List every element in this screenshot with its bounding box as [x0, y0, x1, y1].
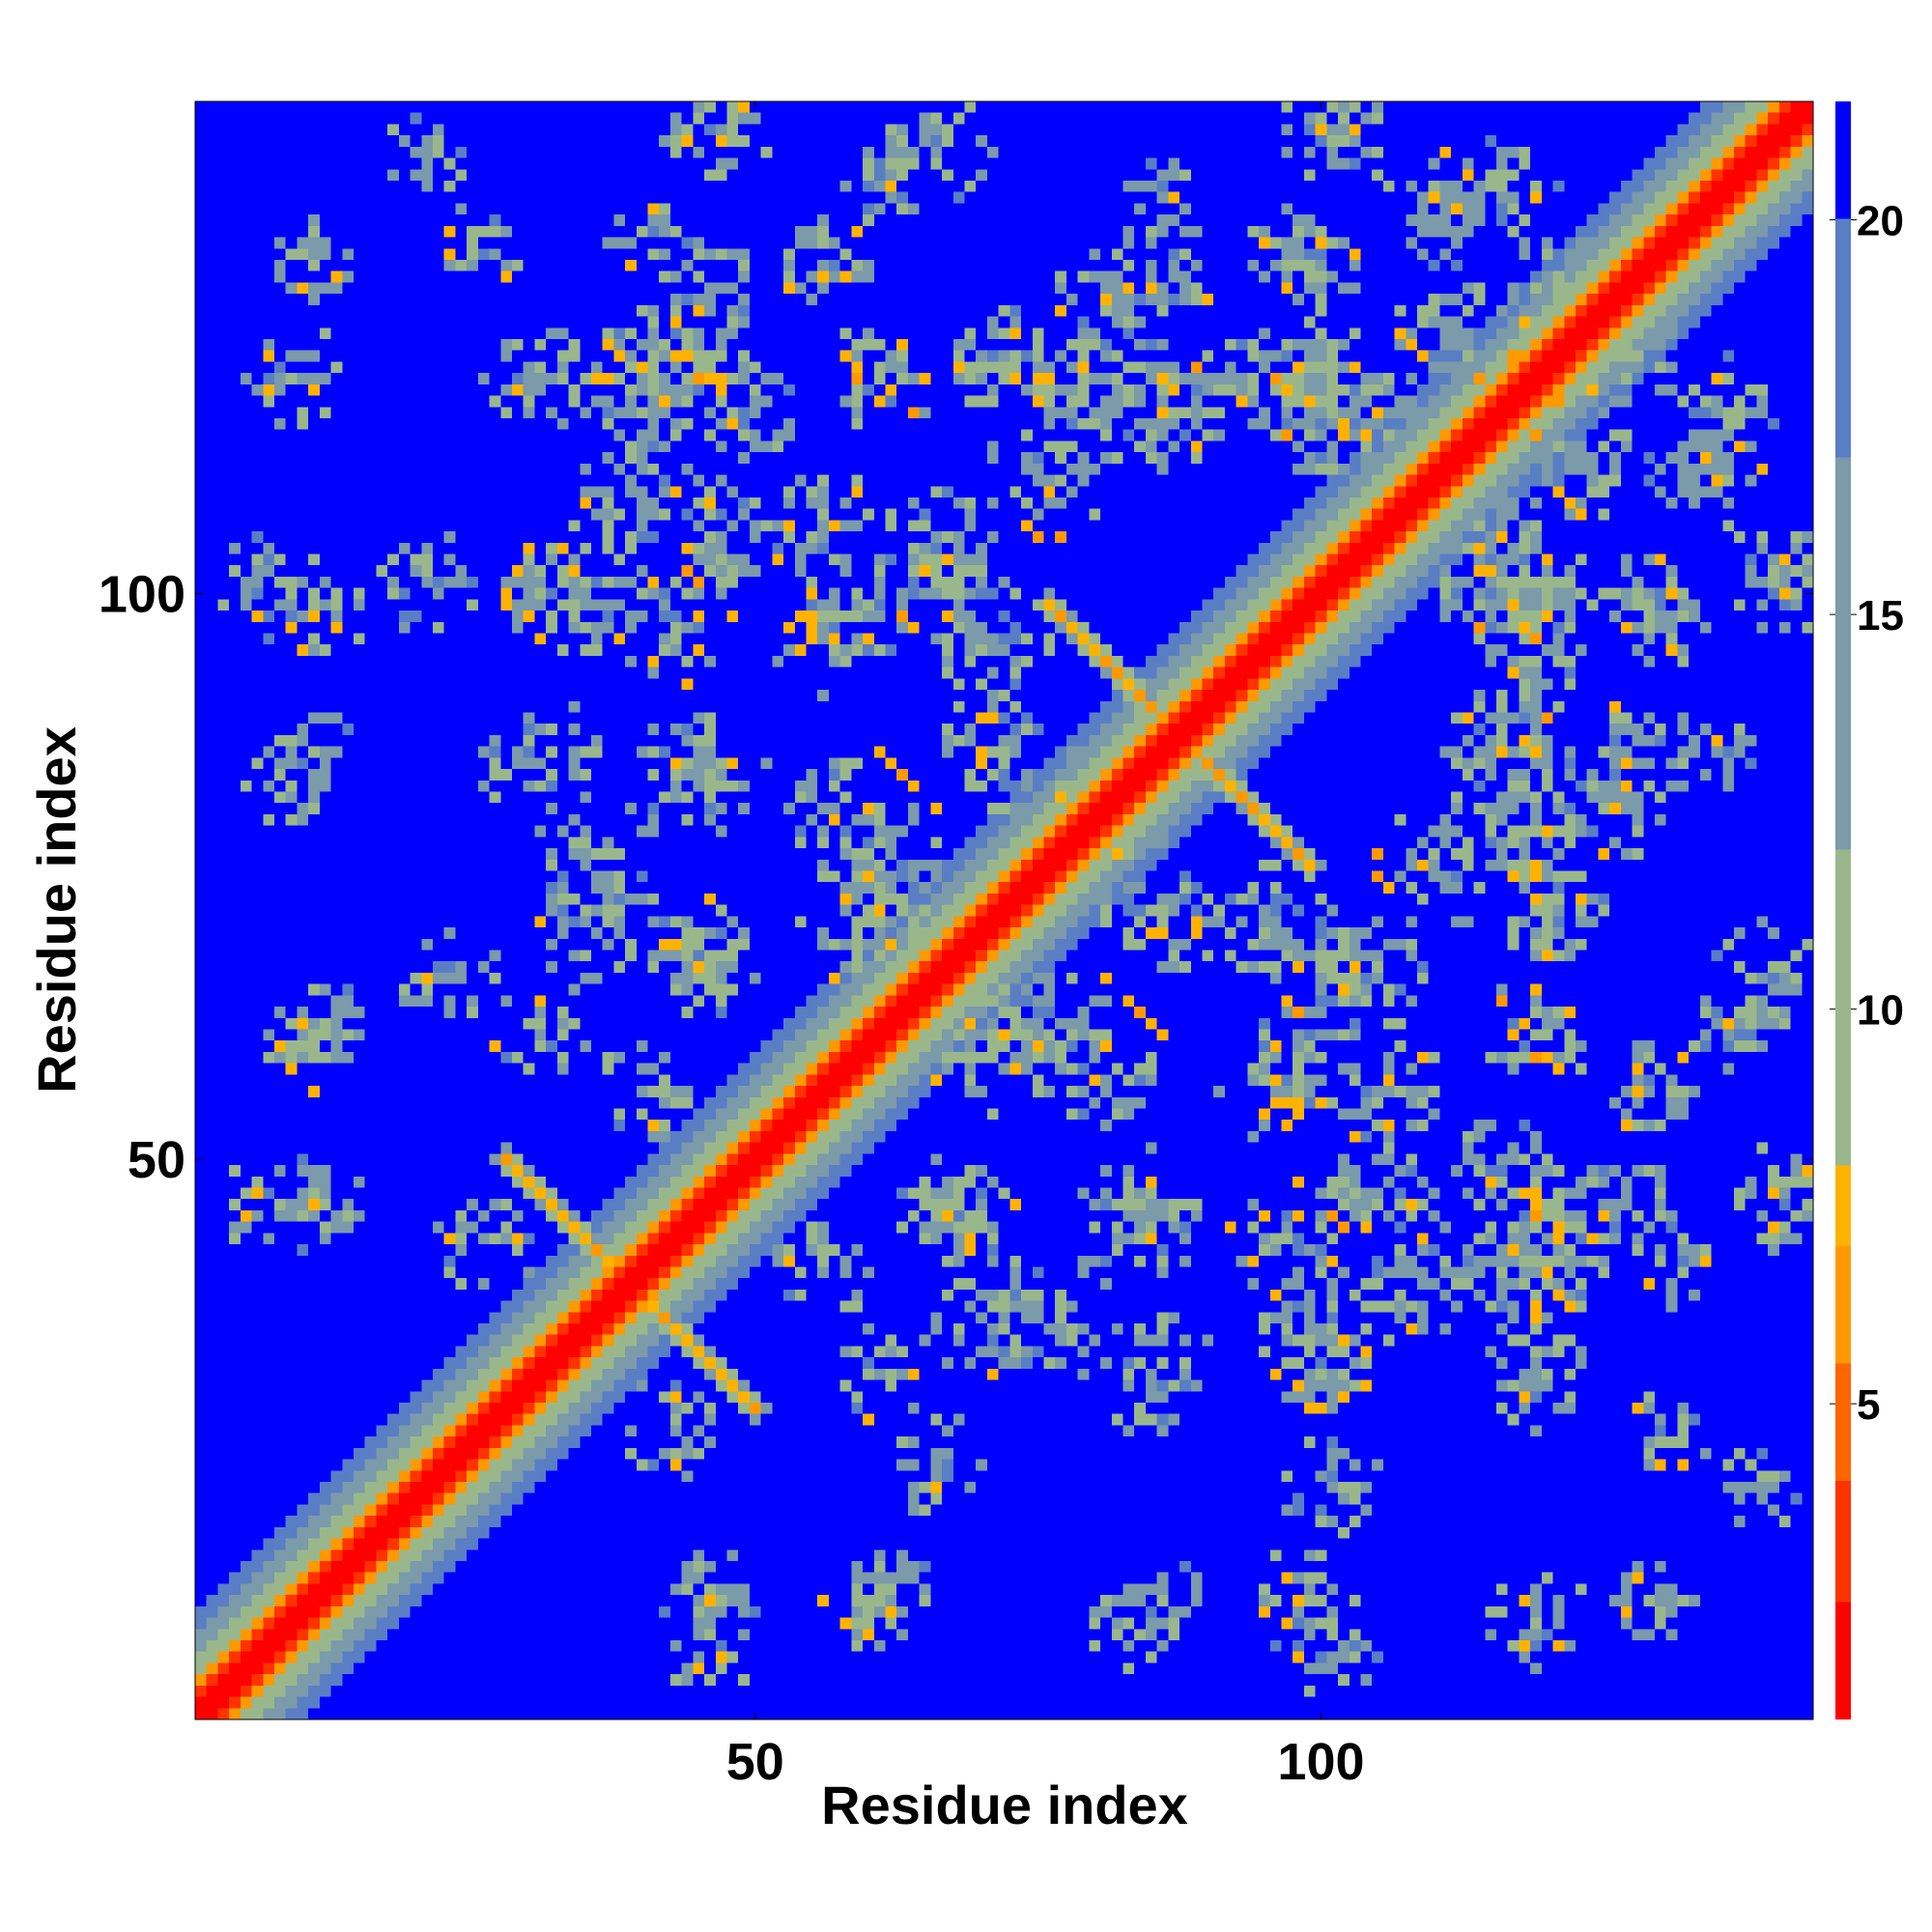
- plot-frame: [194, 100, 1814, 1720]
- x-axis: 50 100: [726, 101, 1365, 1791]
- y-axis: 50 100: [99, 566, 1813, 1189]
- x-axis-label: Residue index: [821, 1775, 1188, 1835]
- x-tick-label: 50: [726, 1733, 784, 1791]
- plot-border: [194, 100, 1814, 1720]
- colorbar-tick-label: 15: [1857, 592, 1904, 639]
- y-axis-label: Residue index: [26, 726, 87, 1094]
- colorbar-tick-label: 20: [1857, 198, 1904, 245]
- colorbar: [1835, 101, 1851, 1719]
- colorbar-tick-label: 5: [1857, 1381, 1880, 1429]
- y-tick-label: 50: [128, 1131, 185, 1189]
- colorbar-tick-label: 10: [1857, 987, 1904, 1035]
- y-tick-label: 100: [99, 566, 185, 624]
- colorbar-axis: 5 10 15 20: [1830, 198, 1904, 1429]
- heatmap: [195, 101, 1813, 1719]
- x-tick-label: 100: [1277, 1733, 1364, 1791]
